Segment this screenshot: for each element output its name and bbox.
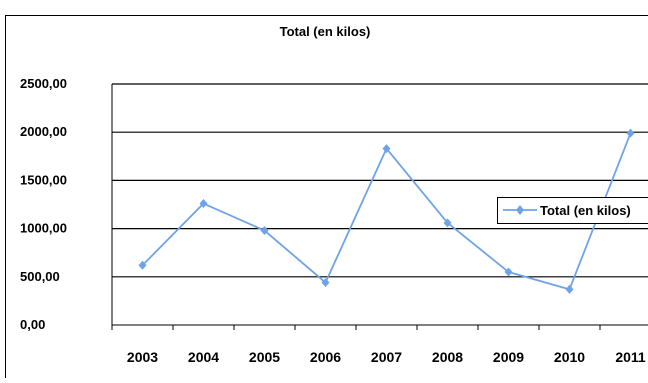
y-tick-label: 2000,00 xyxy=(20,124,67,139)
chart-border xyxy=(6,16,648,379)
x-tick-label: 2010 xyxy=(554,349,585,365)
legend: Total (en kilos) xyxy=(498,198,648,224)
x-tick-label: 2003 xyxy=(127,349,158,365)
x-tick-labels: 2003 2004 2005 2006 2007 2008 2009 2010 2011 xyxy=(127,349,646,365)
x-tick-label: 2011 xyxy=(615,349,646,365)
legend-label: Total (en kilos) xyxy=(540,203,631,218)
y-tick-label: 0,00 xyxy=(20,317,45,332)
y-tick-label: 2500,00 xyxy=(20,76,67,91)
y-tick-label: 500,00 xyxy=(20,269,60,284)
x-tick-label: 2007 xyxy=(371,349,402,365)
y-tick-label: 1500,00 xyxy=(20,172,67,187)
y-tick-label: 1000,00 xyxy=(20,221,67,236)
x-tick-label: 2005 xyxy=(249,349,280,365)
x-tick-label: 2004 xyxy=(188,349,219,365)
x-tick-label: 2006 xyxy=(310,349,341,365)
x-tick-label: 2008 xyxy=(432,349,463,365)
x-tick-label: 2009 xyxy=(493,349,524,365)
chart-title: Total (en kilos) xyxy=(280,24,371,39)
